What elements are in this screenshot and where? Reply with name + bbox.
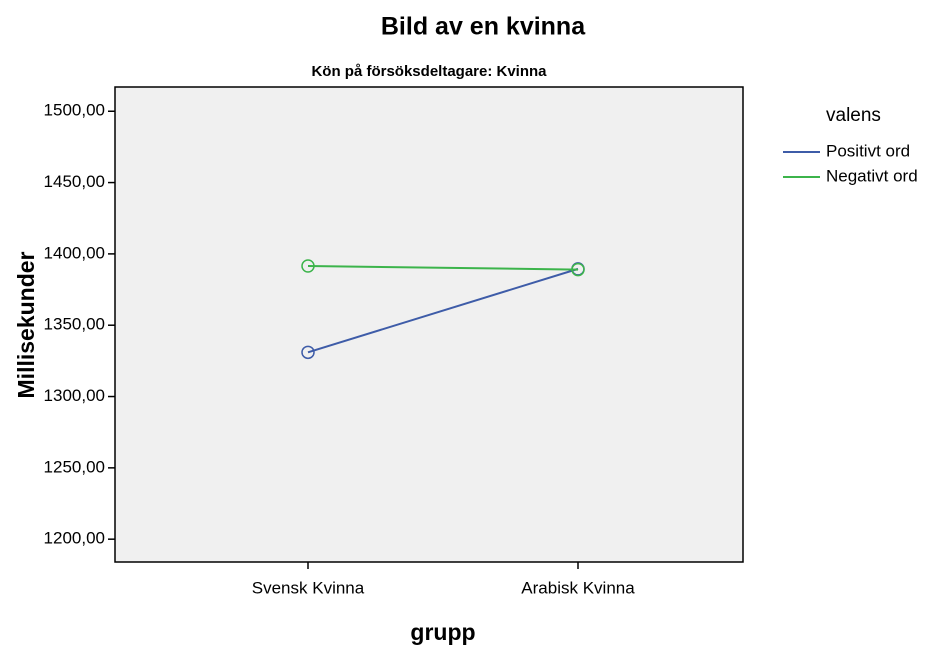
y-tick-label: 1350,00	[44, 315, 105, 334]
y-tick-label: 1450,00	[44, 172, 105, 191]
point-marker	[571, 262, 585, 277]
chart-subtitle: Kön på försöksdeltagare: Kvinna	[311, 63, 547, 80]
point-marker	[301, 345, 315, 360]
y-tick-label: 1400,00	[44, 243, 105, 262]
series-line	[307, 267, 579, 354]
y-tick-label: 1300,00	[44, 386, 105, 405]
point-marker	[301, 259, 315, 273]
legend-label: Negativt ord	[826, 166, 918, 185]
y-tick-label: 1500,00	[44, 101, 105, 120]
y-tick-label: 1250,00	[44, 457, 105, 476]
x-tick-label: Arabisk Kvinna	[521, 578, 635, 597]
legend-label: Positivt ord	[826, 141, 910, 160]
x-axis-label: grupp	[410, 619, 475, 645]
plot-area	[114, 86, 744, 563]
y-tick-label: 1200,00	[44, 529, 105, 548]
y-axis-label: Millisekunder	[13, 251, 39, 398]
legend-title: valens	[826, 105, 881, 126]
series-line	[307, 265, 579, 271]
x-tick-label: Svensk Kvinna	[252, 578, 365, 597]
chart-title: Bild av en kvinna	[381, 13, 586, 41]
